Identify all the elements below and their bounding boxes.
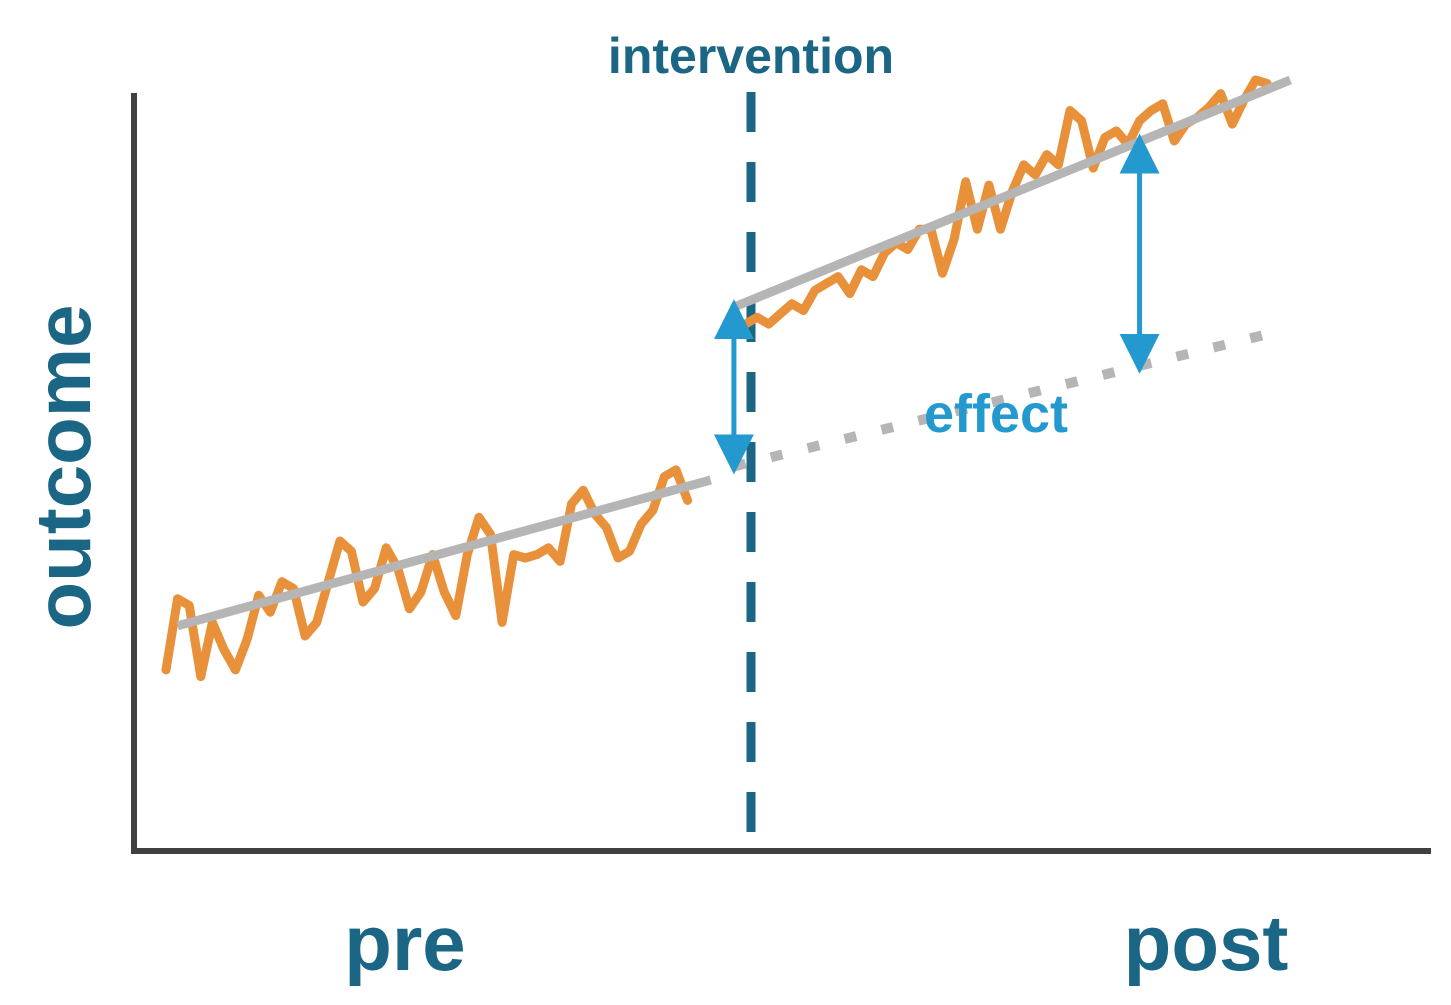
series-pre-line xyxy=(161,465,693,682)
intervention-title: intervention xyxy=(608,28,894,84)
trend-post-line xyxy=(732,75,1292,312)
series-post-line xyxy=(729,75,1272,336)
counterfactual-line xyxy=(732,329,1269,472)
y-axis-label: outcome xyxy=(19,304,107,629)
x-label-pre: pre xyxy=(344,899,465,987)
x-label-post: post xyxy=(1124,899,1289,987)
effect-label: effect xyxy=(924,384,1068,444)
trend-pre-line xyxy=(176,475,712,631)
